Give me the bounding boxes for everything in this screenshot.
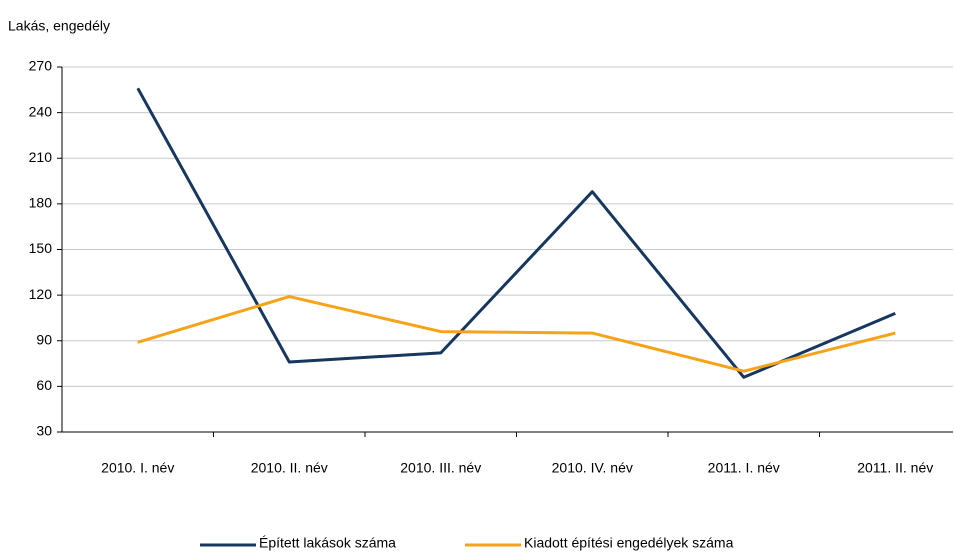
y-tick-label: 240 (29, 103, 53, 119)
x-tick-label: 2010. III. név (400, 460, 481, 476)
series-line (137, 295, 896, 373)
y-tick-label: 30 (36, 423, 52, 439)
y-tick-label: 120 (29, 286, 53, 302)
x-tick-label: 2011. II. név (857, 460, 933, 476)
series-line (136, 87, 896, 379)
x-tick-label: 2010. I. név (101, 460, 174, 476)
y-tick-label: 270 (29, 58, 53, 74)
y-tick-label: 90 (36, 331, 52, 347)
y-tick-label: 150 (29, 240, 53, 256)
y-tick-label: 60 (36, 377, 52, 393)
y-tick-label: 180 (29, 195, 53, 211)
y-tick-label: 210 (29, 149, 53, 165)
legend-label: Kiadott építési engedélyek száma (524, 535, 734, 551)
x-tick-label: 2010. IV. név (552, 460, 633, 476)
x-tick-label: 2011. I. név (708, 460, 780, 476)
y-axis-label: Lakás, engedély (8, 18, 110, 34)
legend-label: Épített lakások száma (259, 535, 396, 551)
x-tick-label: 2010. II. név (251, 460, 328, 476)
